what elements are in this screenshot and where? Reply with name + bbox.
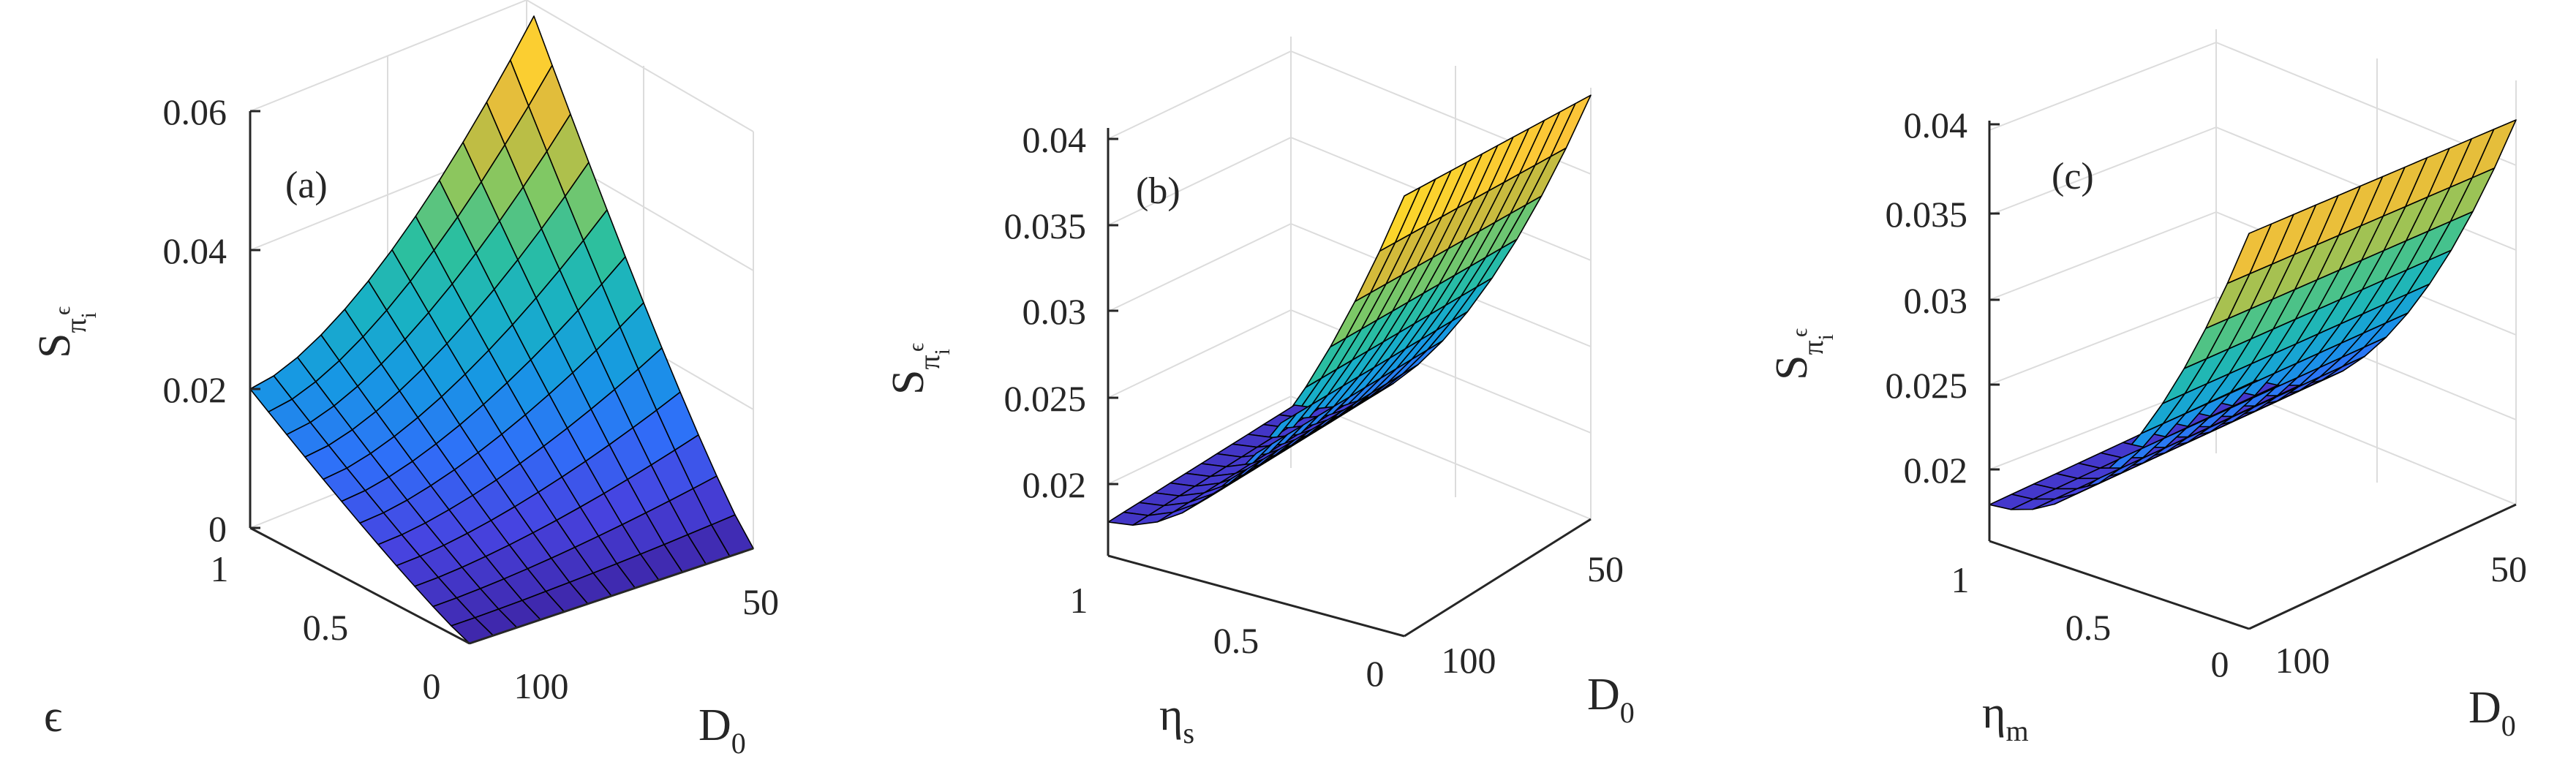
panel-c-z-tick-label: 0.025 bbox=[1886, 365, 1968, 406]
panel-c-z-ticks: 0.02 0.025 0.03 0.035 0.04 bbox=[1886, 105, 2000, 491]
panel-b-z-tick-label: 0.03 bbox=[1023, 291, 1087, 332]
panel-a-y-axis bbox=[249, 526, 470, 645]
panel-c-y-axis bbox=[1989, 540, 2250, 630]
panel-b-z-tick-label: 0.04 bbox=[1023, 119, 1087, 160]
panel-b-grid bbox=[1107, 37, 1592, 520]
panel-c-axes bbox=[1988, 121, 2517, 630]
panel-b-z-tick-label: 0.025 bbox=[1004, 378, 1087, 419]
panel-b-x-tick-label: 100 bbox=[1442, 640, 1496, 681]
grid-line bbox=[1107, 309, 1292, 399]
panel-c-y-label: ηm bbox=[1982, 688, 2029, 747]
panel-b-label: (b) bbox=[1136, 170, 1180, 212]
panel-a-z-tick-label: 0.02 bbox=[163, 369, 227, 410]
panel-a-x-ticks: 100 50 bbox=[514, 581, 780, 706]
panel-a-x-tick-label: 100 bbox=[514, 665, 569, 706]
panel-c-x-label: D0 bbox=[2468, 683, 2516, 742]
panel-b-z-label: Sπiϵ bbox=[884, 343, 954, 395]
panel-b-x-ticks: 100 50 bbox=[1442, 548, 1624, 681]
panel-c-z-tick-label: 0.02 bbox=[1904, 450, 1968, 491]
panel-c: 0.02 0.025 0.03 0.035 0.04 1 0.5 0 100 5… bbox=[1767, 29, 2527, 747]
panel-a-z-ticks: 0 0.02 0.04 0.06 bbox=[163, 91, 260, 549]
panel-a-z-tick-label: 0.06 bbox=[163, 91, 227, 132]
panel-b-surface bbox=[1107, 94, 1592, 526]
panel-a-y-tick-label: 0 bbox=[423, 665, 441, 706]
panel-a-label: (a) bbox=[285, 165, 328, 206]
grid-line bbox=[1989, 296, 2217, 385]
panel-b-x-tick-label: 50 bbox=[1587, 548, 1624, 589]
panel-c-y-tick-label: 0.5 bbox=[2065, 607, 2112, 648]
panel-c-z-label: Sπiϵ bbox=[1767, 328, 1838, 380]
grid-line bbox=[1989, 211, 2217, 301]
grid-line bbox=[526, 0, 754, 132]
panel-a-z-label: Sπiϵ bbox=[30, 306, 101, 358]
panel-b-z-tick-label: 0.035 bbox=[1004, 205, 1087, 246]
panel-a-x-tick-label: 50 bbox=[742, 581, 779, 622]
panel-b-y-tick-label: 1 bbox=[1070, 580, 1088, 621]
panel-a-x-label: D0 bbox=[698, 700, 746, 760]
panel-c-label: (c) bbox=[2052, 156, 2094, 197]
panel-b-x-label: D0 bbox=[1587, 670, 1635, 729]
panel-c-x-tick-label: 50 bbox=[2490, 548, 2527, 589]
panel-c-x-axis bbox=[2248, 503, 2517, 630]
panel-a-z-tick-label: 0 bbox=[208, 508, 227, 549]
panel-a-y-tick-label: 0.5 bbox=[303, 607, 349, 648]
panel-a-surface bbox=[249, 15, 754, 644]
panel-b-x-axis bbox=[1404, 518, 1592, 638]
panel-a-y-ticks: 1 0.5 0 bbox=[211, 548, 441, 706]
panel-b-z-tick-label: 0.02 bbox=[1023, 464, 1087, 505]
grid-line bbox=[1107, 137, 1292, 226]
panel-c-z-tick-label: 0.035 bbox=[1886, 194, 1968, 235]
surface-cell bbox=[2010, 498, 2056, 510]
panel-c-y-ticks: 1 0.5 0 bbox=[1951, 559, 2229, 684]
panel-c-z-tick-label: 0.04 bbox=[1904, 105, 1968, 146]
svg-text:Sπiϵ: Sπiϵ bbox=[30, 306, 101, 358]
panel-a: 0 0.02 0.04 0.06 1 0.5 0 100 50 (a) Sπiϵ… bbox=[30, 0, 779, 760]
grid-line bbox=[1107, 223, 1292, 312]
panel-c-x-tick-label: 100 bbox=[2275, 640, 2330, 681]
panel-c-z-tick-label: 0.03 bbox=[1904, 280, 1968, 321]
panel-a-x-axis bbox=[469, 547, 754, 645]
panel-c-surface bbox=[1989, 119, 2517, 510]
panel-a-y-label: ϵ bbox=[44, 692, 62, 741]
panel-a-axes bbox=[249, 111, 754, 645]
panel-b-z-ticks: 0.02 0.025 0.03 0.035 0.04 bbox=[1004, 119, 1118, 505]
panel-c-y-tick-label: 0 bbox=[2211, 643, 2229, 684]
panel-b-y-tick-label: 0 bbox=[1366, 653, 1385, 694]
panel-b-y-label: ηs bbox=[1159, 690, 1194, 749]
panel-b: 0.02 0.025 0.03 0.035 0.04 1 0.5 0 100 5… bbox=[884, 37, 1635, 749]
panel-b-y-ticks: 1 0.5 0 bbox=[1070, 580, 1385, 694]
panel-a-y-tick-label: 1 bbox=[211, 548, 229, 589]
surface-cell bbox=[1107, 511, 1149, 526]
grid-line bbox=[1989, 126, 2217, 216]
panel-c-x-ticks: 100 50 bbox=[2275, 548, 2528, 681]
grid-line bbox=[1107, 50, 1292, 140]
svg-text:Sπiϵ: Sπiϵ bbox=[884, 343, 954, 395]
grid-line bbox=[1290, 396, 1592, 520]
svg-text:Sπiϵ: Sπiϵ bbox=[1767, 328, 1838, 380]
panel-a-z-tick-label: 0.04 bbox=[163, 230, 227, 271]
panel-b-y-axis bbox=[1107, 554, 1405, 638]
grid-line bbox=[1107, 396, 1292, 485]
panel-b-y-tick-label: 0.5 bbox=[1213, 620, 1259, 661]
panel-c-y-tick-label: 1 bbox=[1951, 559, 1970, 600]
grid-line bbox=[1989, 42, 2217, 131]
